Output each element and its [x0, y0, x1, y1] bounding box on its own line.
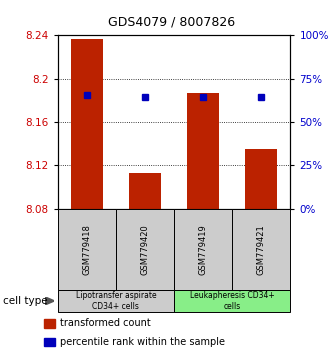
Text: transformed count: transformed count	[60, 318, 150, 329]
Text: GSM779418: GSM779418	[82, 224, 91, 275]
Text: percentile rank within the sample: percentile rank within the sample	[60, 337, 225, 347]
Bar	[44, 319, 54, 328]
Bar	[187, 93, 219, 209]
Text: cell type: cell type	[3, 296, 48, 306]
Bar	[71, 39, 103, 209]
Text: GSM779419: GSM779419	[199, 224, 208, 275]
Bar	[44, 338, 54, 346]
Text: Lipotransfer aspirate
CD34+ cells: Lipotransfer aspirate CD34+ cells	[76, 291, 156, 310]
Text: GDS4079 / 8007826: GDS4079 / 8007826	[108, 16, 235, 29]
Bar	[174, 209, 232, 290]
Bar	[245, 149, 277, 209]
Text: Leukapheresis CD34+
cells: Leukapheresis CD34+ cells	[190, 291, 275, 310]
Polygon shape	[45, 297, 54, 305]
Bar	[58, 209, 116, 290]
Bar	[174, 290, 290, 312]
Bar	[116, 209, 174, 290]
Bar	[58, 290, 174, 312]
Bar	[129, 173, 161, 209]
Text: GSM779420: GSM779420	[141, 224, 149, 275]
Bar	[232, 209, 290, 290]
Text: GSM779421: GSM779421	[257, 224, 266, 275]
